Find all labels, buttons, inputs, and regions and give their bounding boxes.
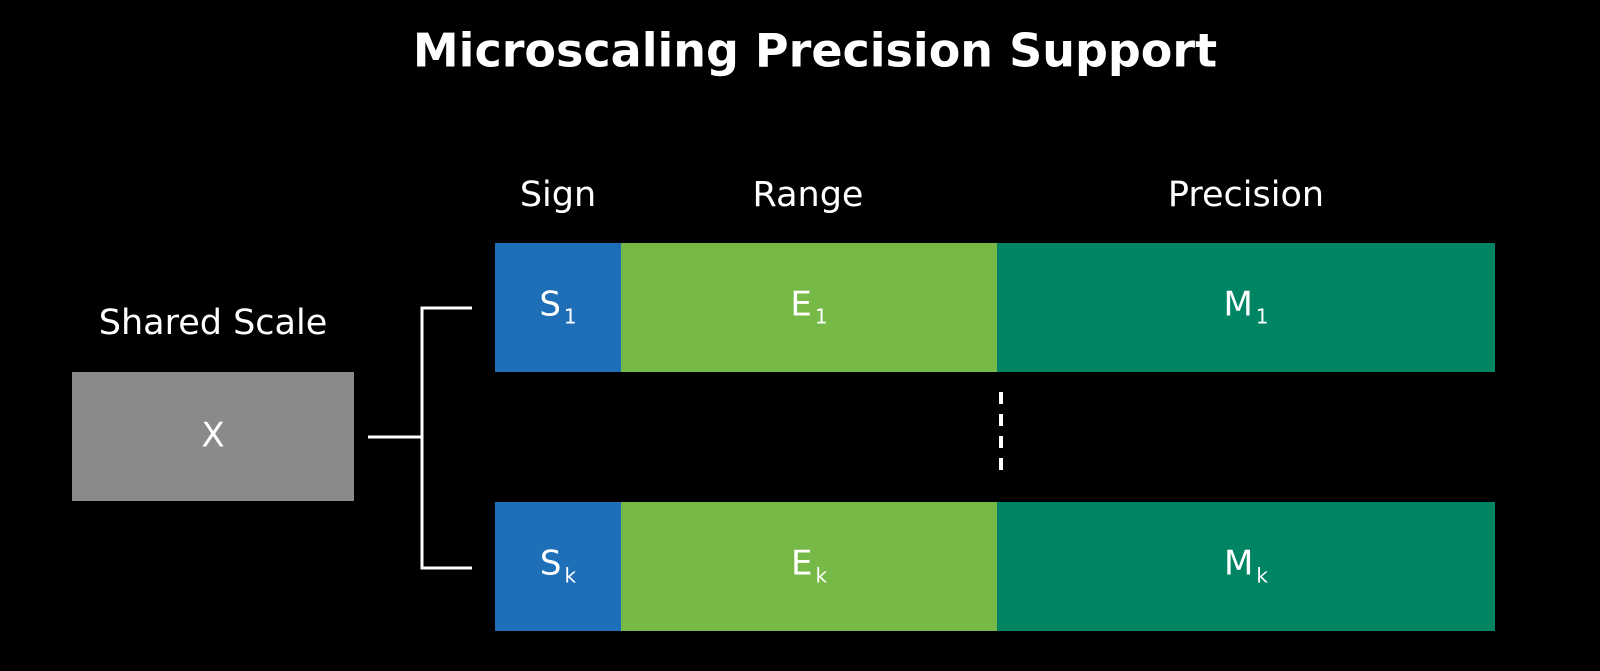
column-header: Sign: [520, 175, 596, 215]
field-base: E: [791, 543, 812, 583]
column-header: Precision: [1168, 175, 1324, 215]
field-cell: [997, 243, 1495, 372]
field-base: M: [1224, 543, 1253, 583]
field-cell: [621, 502, 997, 631]
field-subscript: 1: [564, 304, 577, 328]
title: Microscaling Precision Support: [413, 24, 1217, 78]
field-cell: [997, 502, 1495, 631]
field-cell: [495, 243, 621, 372]
field-subscript: 1: [1256, 304, 1269, 328]
field-cell: [495, 502, 621, 631]
field-subscript: k: [565, 563, 577, 587]
shared-scale-label: Shared Scale: [99, 303, 328, 343]
field-base: E: [790, 284, 811, 324]
field-subscript: k: [815, 563, 827, 587]
bracket: [368, 306, 472, 570]
shared-scale-value: X: [201, 416, 224, 456]
field-base: S: [540, 543, 562, 583]
field-subscript: k: [1256, 563, 1268, 587]
field-base: S: [539, 284, 561, 324]
field-subscript: 1: [815, 304, 828, 328]
field-base: M: [1223, 284, 1252, 324]
shared-scale-box: [72, 372, 354, 501]
column-header: Range: [753, 175, 864, 215]
field-cell: [621, 243, 997, 372]
